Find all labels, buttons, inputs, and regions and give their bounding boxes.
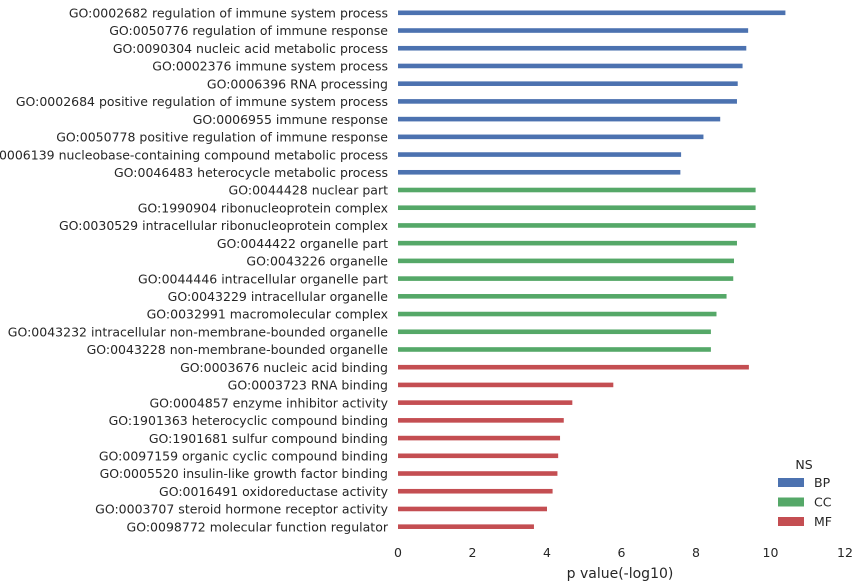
category-label-21: GO:0003723 RNA binding [228, 378, 388, 393]
category-label-0: GO:0002682 regulation of immune system p… [69, 6, 388, 21]
legend-label-mf: MF [814, 514, 832, 529]
bar-23 [398, 418, 564, 423]
bar-0 [398, 10, 786, 16]
x-axis-ticks: 0 2 4 6 8 10 12 [394, 545, 853, 560]
bar-9 [398, 169, 681, 175]
category-label-29: GO:0098772 molecular function regulator [127, 519, 389, 534]
category-label-11: GO:1990904 ribonucleoprotein complex [138, 200, 388, 215]
category-label-1: GO:0050776 regulation of immune response [109, 23, 388, 38]
x-tick-label-1: 2 [469, 545, 477, 560]
legend-swatch-cc [778, 497, 804, 507]
bar-25 [398, 453, 559, 459]
category-label-23: GO:1901363 heterocyclic compound binding [109, 413, 388, 428]
category-label-10: GO:0044428 nuclear part [229, 183, 389, 198]
category-label-2: GO:0090304 nucleic acid metabolic proces… [113, 41, 388, 56]
category-label-22: GO:0004857 enzyme inhibitor activity [149, 395, 388, 410]
bar-19 [398, 347, 711, 352]
category-label-17: GO:0032991 macromolecular complex [147, 307, 388, 322]
bar-15 [398, 276, 734, 281]
category-label-4: GO:0006396 RNA processing [207, 76, 388, 91]
x-tick-label-4: 8 [692, 545, 700, 560]
category-label-24: GO:1901681 sulfur compound binding [149, 431, 388, 446]
category-label-18: GO:0043232 intracellular non-membrane-bo… [8, 324, 389, 339]
bar-21 [398, 382, 614, 388]
x-tick-label-3: 6 [618, 545, 626, 560]
bar-12 [398, 223, 756, 228]
legend-swatch-bp [778, 478, 804, 487]
bar-29 [398, 524, 534, 529]
category-label-14: GO:0043226 organelle [246, 254, 388, 269]
bar-26 [398, 471, 558, 476]
legend-swatch-mf [778, 517, 804, 526]
bar-14 [398, 258, 734, 264]
x-tick-label-2: 4 [543, 545, 551, 560]
bar-2 [398, 45, 747, 51]
category-label-16: GO:0043229 intracellular organelle [168, 289, 389, 304]
bar-1 [398, 28, 749, 33]
bar-6 [398, 116, 721, 122]
category-label-8: GO:0006139 nucleobase-containing compoun… [0, 147, 388, 162]
bar-28 [398, 506, 547, 512]
bar-24 [398, 435, 561, 441]
category-label-7: GO:0050778 positive regulation of immune… [56, 130, 388, 145]
bar-11 [398, 205, 756, 211]
bar-13 [398, 240, 737, 246]
category-label-26: GO:0005520 insulin-like growth factor bi… [100, 466, 388, 481]
bars-layer [398, 10, 786, 529]
category-label-20: GO:0003676 nucleic acid binding [180, 360, 388, 375]
bar-20 [398, 364, 749, 370]
bar-10 [398, 187, 756, 193]
category-label-3: GO:0002376 immune system process [152, 59, 388, 74]
x-tick-label-0: 0 [394, 545, 402, 560]
bar-27 [398, 488, 553, 494]
category-label-13: GO:0044422 organelle part [217, 236, 388, 251]
category-label-19: GO:0043228 non-membrane-bounded organell… [87, 342, 389, 357]
category-label-15: GO:0044446 intracellular organelle part [138, 271, 388, 286]
bar-4 [398, 81, 738, 86]
bar-7 [398, 134, 704, 140]
bar-16 [398, 294, 727, 299]
x-tick-label-5: 10 [763, 545, 779, 560]
category-labels: GO:0002682 regulation of immune system p… [0, 6, 389, 535]
legend-label-bp: BP [814, 475, 831, 490]
bar-3 [398, 63, 743, 69]
bar-17 [398, 311, 717, 317]
legend-title: NS [795, 457, 812, 472]
x-tick-label-6: 12 [837, 545, 853, 560]
category-label-25: GO:0097159 organic cyclic compound bindi… [99, 449, 388, 464]
category-label-12: GO:0030529 intracellular ribonucleoprote… [59, 218, 388, 233]
legend: NS BP CC MF [778, 457, 832, 529]
category-label-28: GO:0003707 steroid hormone receptor acti… [95, 502, 388, 517]
x-axis-title: p value(-log10) [567, 566, 674, 582]
bar-22 [398, 400, 573, 405]
bar-18 [398, 329, 711, 335]
category-label-27: GO:0016491 oxidoreductase activity [159, 484, 389, 499]
category-label-6: GO:0006955 immune response [193, 112, 389, 127]
legend-label-cc: CC [814, 495, 832, 510]
category-label-9: GO:0046483 heterocycle metabolic process [114, 165, 388, 180]
bar-5 [398, 99, 737, 104]
category-label-5: GO:0002684 positive regulation of immune… [16, 94, 388, 109]
bar-8 [398, 152, 682, 157]
